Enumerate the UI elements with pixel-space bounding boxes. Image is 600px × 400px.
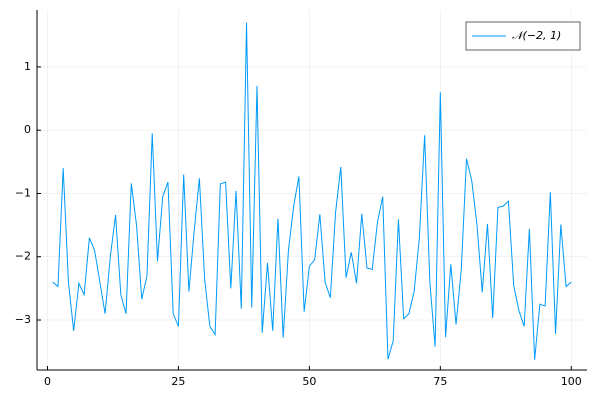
x-tick-label: 100	[561, 375, 582, 388]
y-tick-label: 0	[24, 123, 31, 136]
legend-label: 𝒩(−2, 1)	[512, 29, 561, 42]
y-tick-label: 1	[24, 60, 31, 73]
y-tick-label: −1	[15, 186, 31, 199]
x-tick-label: 50	[302, 375, 316, 388]
x-tick-label: 75	[433, 375, 447, 388]
x-tick-label: 0	[44, 375, 51, 388]
x-tick-label: 25	[171, 375, 185, 388]
y-tick-label: −3	[15, 313, 31, 326]
line	[52, 22, 572, 360]
y-tick-label: −2	[15, 250, 31, 263]
